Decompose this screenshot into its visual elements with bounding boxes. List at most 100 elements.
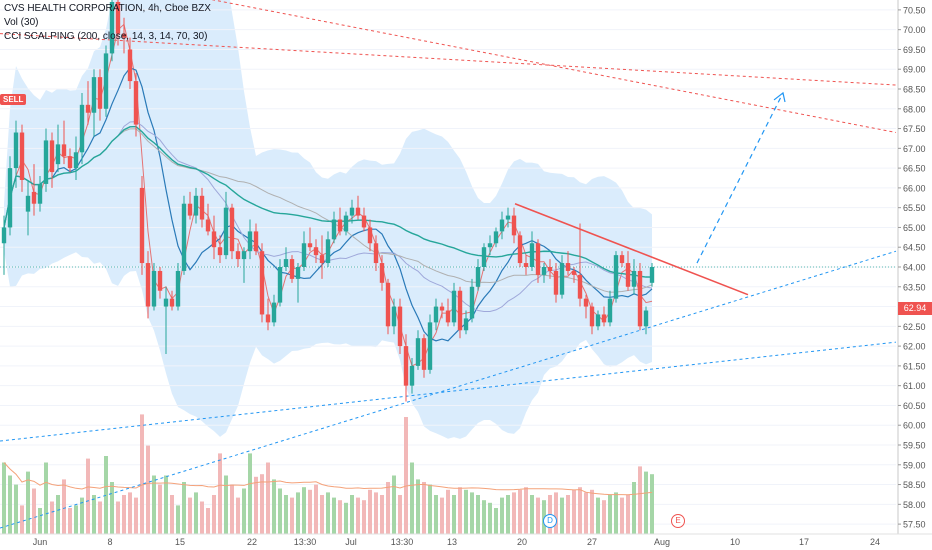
candle-body — [7, 168, 13, 228]
candle-body — [517, 235, 523, 264]
candle-body — [511, 215, 517, 236]
volume-bar — [236, 497, 240, 534]
candle-body — [181, 203, 187, 271]
candle-body — [577, 274, 583, 299]
trend-lines[interactable] — [0, 0, 897, 529]
candle-body — [313, 247, 319, 256]
volume-bar — [650, 474, 654, 534]
volume-bar — [140, 414, 144, 534]
volume-bar — [134, 497, 138, 534]
volume-bar — [104, 456, 108, 534]
price-tick-label: 60.00 — [903, 421, 926, 431]
time-tick-label: 13 — [447, 537, 457, 547]
candle-body — [565, 263, 571, 271]
cci-indicator-label[interactable]: CCI SCALPING (200, close, 14, 3, 14, 70,… — [4, 31, 208, 42]
candle-body — [607, 298, 613, 323]
volume-bar — [470, 492, 474, 534]
volume-bar — [362, 500, 366, 534]
candle-body — [409, 365, 415, 386]
price-tick-label: 70.50 — [903, 5, 926, 15]
price-tick-label: 59.50 — [903, 441, 926, 451]
candle-body — [13, 132, 19, 169]
price-tick-label: 59.00 — [903, 460, 926, 470]
volume-bar — [614, 492, 618, 534]
candle-body — [139, 187, 145, 264]
candle-body — [463, 318, 469, 331]
ascending-support-line — [0, 250, 897, 529]
volume-bar — [440, 497, 444, 534]
volume-bar — [632, 482, 636, 534]
candle-body — [187, 203, 193, 216]
candle-body — [391, 306, 397, 327]
volume-bar — [356, 497, 360, 534]
volume-indicator-label[interactable]: Vol (30) — [4, 17, 39, 28]
volume-bar — [32, 488, 36, 534]
candle-body — [1, 227, 7, 244]
volume-bar — [638, 466, 642, 534]
candle-body — [649, 267, 655, 283]
descending-trendline — [514, 202, 749, 296]
candle-body — [247, 231, 253, 252]
earnings-marker[interactable]: E — [671, 514, 685, 528]
symbol-title[interactable]: CVS HEALTH CORPORATION, 4h, Cboe BZX — [4, 3, 211, 14]
candle-body — [385, 282, 391, 327]
volume-bar — [224, 475, 228, 534]
price-tick-label: 57.50 — [903, 520, 926, 530]
candle-body — [481, 247, 487, 267]
volume-bar — [50, 501, 54, 534]
price-tick-label: 62.00 — [903, 342, 926, 352]
candle-body — [127, 49, 133, 82]
volume-bar — [158, 484, 162, 534]
price-axis[interactable]: 57.50 58.00 58.50 59.00 59.50 60.00 60.50 61.00… — [897, 0, 926, 534]
volume-bar — [284, 495, 288, 534]
candle-body — [523, 263, 529, 267]
volume-bar — [188, 497, 192, 534]
time-tick-label: 13:30 — [391, 537, 414, 547]
volume-bar — [338, 500, 342, 534]
volume-bar — [296, 492, 300, 534]
time-tick-label: 10 — [730, 537, 740, 547]
volume-bar — [566, 495, 570, 534]
candle-body — [133, 81, 139, 125]
candle-body — [49, 140, 55, 173]
time-axis[interactable]: Jun 8 15 22 13:30 Jul 13:30 13 20 27 Aug 10 17 24 — [0, 533, 932, 547]
candle-body — [235, 251, 241, 260]
volume-bar — [572, 489, 576, 534]
volume-bar — [578, 487, 582, 534]
volume-bar — [302, 487, 306, 534]
price-tick-label: 68.50 — [903, 85, 926, 95]
candle-body — [349, 207, 355, 216]
volume-bar — [62, 479, 66, 534]
resistance-line — [211, 0, 897, 134]
volume-bar — [350, 495, 354, 534]
volume-bar — [56, 495, 60, 534]
volume-bar — [344, 502, 348, 534]
time-tick-label: 13:30 — [294, 537, 317, 547]
candle-body — [325, 239, 331, 264]
dividend-marker[interactable]: D — [543, 514, 557, 528]
volume-bar — [260, 474, 264, 534]
candle-body — [331, 219, 337, 240]
price-tick-label: 60.50 — [903, 401, 926, 411]
volume-bar — [560, 497, 564, 534]
volume-bar — [44, 462, 48, 534]
candle-body — [559, 263, 565, 295]
candle-body — [535, 243, 541, 275]
candle-body — [475, 267, 481, 287]
time-tick-label: Jun — [33, 537, 48, 547]
volume-bar — [26, 471, 30, 534]
price-tick-label: 61.50 — [903, 361, 926, 371]
volume-bar — [248, 453, 252, 534]
candle-body — [439, 306, 445, 311]
volume-bar — [218, 453, 222, 534]
volume-bar — [500, 497, 504, 534]
volume-bar — [518, 489, 522, 534]
candle-body — [199, 195, 205, 220]
volume-bar — [242, 488, 246, 534]
candle-body — [277, 267, 283, 303]
candle-body — [163, 298, 169, 307]
candle-body — [493, 231, 499, 244]
volume-bar — [122, 495, 126, 534]
volume-bar — [68, 508, 72, 534]
